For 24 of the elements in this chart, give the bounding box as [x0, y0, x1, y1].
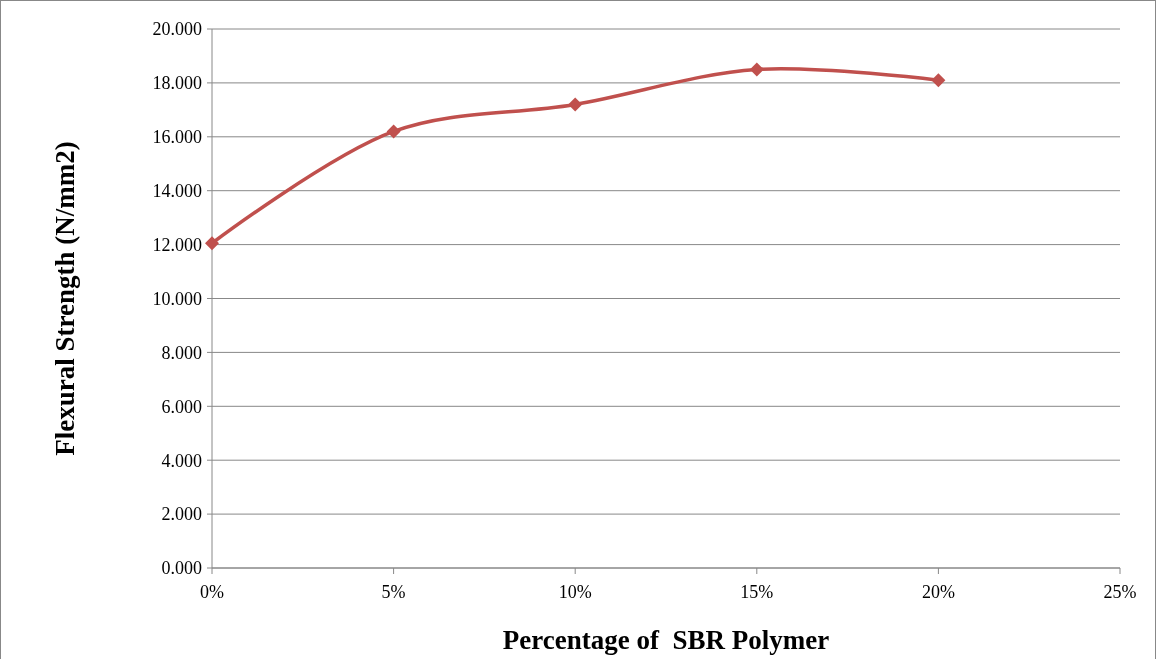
x-axis-title: Percentage of SBR Polymer — [502, 625, 830, 655]
point — [205, 236, 219, 251]
y-tick-label: 10.000 — [152, 288, 202, 309]
point — [931, 73, 946, 88]
point — [568, 97, 583, 112]
y-tick-label: 6.000 — [161, 396, 202, 417]
y-tick-label: 12.000 — [152, 234, 202, 255]
y-tick-label: 18.000 — [152, 73, 202, 94]
y-tick-label: 20.000 — [152, 19, 202, 40]
y-axis-title: Flexural Strength (N/mm2) — [50, 141, 80, 456]
y-tick-label: 0.000 — [161, 558, 202, 579]
point — [749, 62, 764, 77]
x-tick-label: 25% — [1103, 582, 1137, 602]
x-tick-label: 20% — [921, 582, 955, 602]
x-tick-label: 10% — [558, 582, 592, 602]
x-tick-label: 0% — [200, 582, 224, 602]
y-tick-label: 4.000 — [161, 450, 202, 471]
x-tick-label: 5% — [381, 582, 406, 602]
y-tick-label: 8.000 — [161, 342, 202, 363]
y-tick-label: 2.000 — [161, 504, 202, 525]
y-tick-label: 16.000 — [152, 127, 202, 148]
point — [386, 124, 401, 139]
y-tick-label: 14.000 — [152, 181, 202, 201]
x-tick-label: 15% — [740, 582, 774, 602]
